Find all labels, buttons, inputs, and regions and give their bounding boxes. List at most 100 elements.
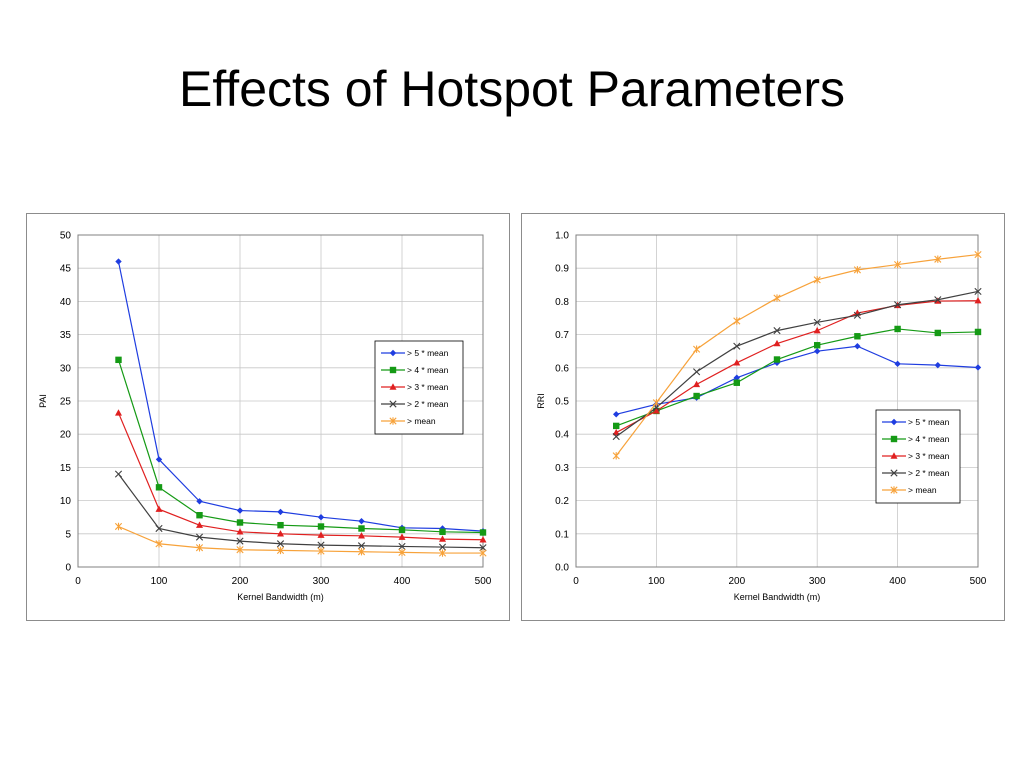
rri-data-point [894, 325, 901, 333]
pai-data-point [115, 258, 122, 265]
pai-data-point [439, 528, 446, 536]
slide-title: Effects of Hotspot Parameters [178, 61, 846, 117]
pai-data-point [479, 549, 487, 557]
pai-data-point [358, 532, 365, 539]
pai-data-point [317, 523, 325, 530]
pai-chart-frame: 0 5 10 15 20 25 30 35 40 45 50 0 100 200 300 400 500 Kern… [26, 213, 510, 621]
pai-x-tick-label: 100 [151, 576, 168, 587]
pai-legend-label: > 5 * mean [407, 348, 449, 358]
pai-legend-label: > 4 * mean [407, 365, 449, 375]
rri-data-point [813, 276, 821, 284]
pai-data-point [438, 543, 447, 551]
pai-plot-area [77, 234, 484, 568]
rri-data-point [613, 411, 620, 418]
rri-data-point [814, 348, 821, 355]
rri-x-axis-label: Kernel Bandwidth (m) [734, 592, 821, 602]
pai-legend-label: > 2 * mean [407, 399, 449, 409]
pai-y-tick-label: 0 [65, 563, 71, 574]
rri-y-tick-label: 0.7 [555, 330, 569, 341]
pai-series-line [117, 412, 484, 541]
rri-data-point [853, 311, 861, 319]
pai-series-4 [114, 522, 487, 557]
rri-chart-frame: 0.0 0.1 0.2 0.3 0.4 0.5 0.6 0.7 0.8 0.9 1.0 0 100 200… [521, 213, 1005, 621]
rri-x-tick-label: 500 [970, 576, 987, 587]
pai-data-point [195, 533, 204, 541]
pai-series-2 [115, 409, 487, 543]
rri-data-point [974, 250, 982, 259]
rri-y-tick-label: 0.9 [555, 264, 569, 275]
rri-plot-area [575, 234, 979, 568]
pai-data-point [479, 536, 487, 543]
pai-y-tick-label: 5 [65, 529, 71, 540]
pai-legend-marker [389, 349, 397, 357]
rri-y-tick-label: 0.0 [555, 563, 569, 574]
pai-x-tick-label: 0 [75, 576, 81, 587]
pai-x-tick-label: 500 [475, 576, 492, 587]
rri-data-point [773, 339, 781, 347]
pai-data-point [398, 542, 406, 551]
pai-data-point [398, 533, 406, 540]
rri-series-3 [612, 287, 982, 441]
rri-data-point [853, 266, 861, 274]
rri-y-axis-label: RRI [536, 393, 546, 409]
pai-data-point [236, 519, 244, 526]
rri-data-point [612, 428, 620, 436]
pai-data-point [357, 542, 366, 550]
pai-data-point [155, 456, 163, 463]
pai-data-point [196, 498, 203, 505]
pai-data-point [358, 525, 365, 532]
pai-y-tick-label: 40 [60, 297, 72, 308]
pai-y-axis-label: PAI [38, 394, 48, 408]
rri-data-point [934, 255, 942, 263]
rri-series-line [615, 328, 979, 427]
pai-data-point [398, 526, 406, 534]
pai-legend: > 5 * mean > 4 * mean > 3 * mean > 2 * mean… [374, 340, 464, 435]
rri-y-tick-label: 0.4 [555, 430, 569, 441]
rri-legend-label: > 5 * mean [908, 417, 950, 427]
rri-data-point [934, 296, 942, 304]
pai-legend-label: > 3 * mean [407, 382, 449, 392]
pai-x-tick-label: 200 [232, 576, 249, 587]
rri-legend-label: > 2 * mean [908, 468, 950, 478]
rri-legend: > 5 * mean > 4 * mean > 3 * mean > 2 * mean… [875, 409, 961, 504]
rri-data-point [894, 360, 901, 368]
pai-data-point [155, 524, 163, 533]
rri-data-point [652, 398, 660, 407]
pai-series-line [118, 473, 484, 549]
rri-y-tick-label: 0.8 [555, 297, 569, 308]
rri-y-tick-label: 0.5 [555, 397, 569, 408]
pai-y-tick-label: 25 [60, 397, 72, 408]
rri-data-point [894, 301, 902, 309]
pai-y-tick-label: 45 [60, 264, 72, 275]
pai-series-line [117, 359, 484, 534]
pai-data-point [236, 528, 244, 535]
rri-series-line [616, 345, 979, 415]
rri-data-point [733, 359, 741, 366]
pai-y-tick-label: 50 [60, 231, 72, 242]
rri-y-tick-label: 0.3 [555, 463, 569, 474]
pai-legend-marker [389, 400, 397, 408]
rri-data-point [813, 326, 821, 334]
rri-data-point [733, 317, 741, 325]
rri-series-1 [613, 325, 982, 430]
rri-y-tick-label: 1.0 [555, 231, 569, 242]
pai-data-point [155, 505, 163, 512]
pai-data-point [317, 514, 325, 521]
pai-data-point [196, 521, 203, 528]
pai-series-line [118, 525, 483, 554]
pai-series-1 [115, 356, 487, 536]
pai-data-point [358, 517, 365, 525]
rri-y-tick-label: 0.2 [555, 496, 569, 507]
pai-data-point [115, 409, 122, 416]
pai-legend-label: > mean [407, 416, 436, 426]
pai-data-point [236, 537, 244, 545]
rri-data-point [974, 328, 982, 336]
pai-data-point [317, 547, 325, 555]
rri-data-point [854, 343, 861, 350]
rri-data-point [854, 333, 861, 340]
pai-legend-marker [389, 366, 397, 374]
rri-legend-marker [890, 452, 898, 459]
rri-data-point [773, 356, 781, 363]
pai-data-point [357, 548, 366, 556]
